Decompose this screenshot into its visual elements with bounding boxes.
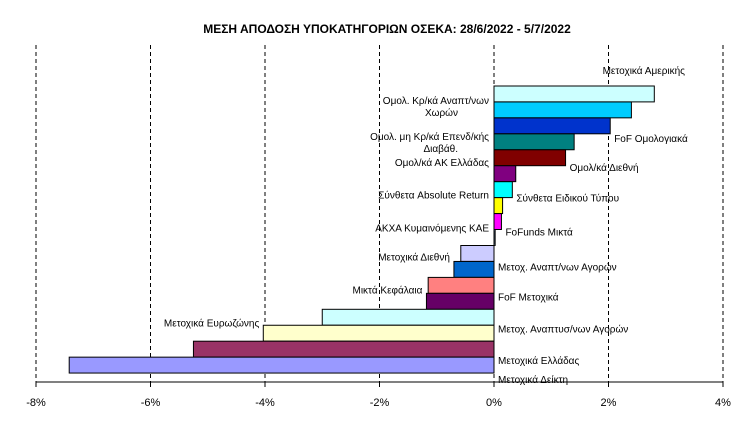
category-label: Μετοχ. Αναπτυσ/νων Αγορών [498,323,628,335]
bar [262,324,495,342]
bar [493,213,502,231]
category-label: Σύνθετα Ειδικού Τύπου [516,193,619,205]
bars [68,85,655,374]
category-label: FoF Μετοχικά [498,291,559,303]
x-tick-label: 0% [486,397,502,409]
bar [68,356,495,374]
category-label: FoFunds Μικτά [505,227,573,239]
x-tick-label: -4% [255,397,275,409]
category-labels: Μετοχικά Αμερικής Ομολ. Κρ/κά Αναπτ/νων Χω… [164,65,688,386]
bar [453,260,495,278]
category-label: Μετοχικά Δείκτη [498,374,568,386]
bar [425,292,495,310]
category-label: Ομολ. Κρ/κά Αναπτ/νων Χωρών [383,95,489,119]
bar [493,133,575,151]
bar [493,85,655,103]
category-label: Μετοχικά Ευρωζώνης [164,317,260,329]
bar [493,117,611,135]
x-tick-label: -8% [26,397,46,409]
category-label: Μετοχ. Αναπτ/νων Αγορών [498,262,617,274]
bar [493,149,567,167]
x-tick-label: 2% [601,397,617,409]
bar [321,308,495,326]
chart-title: ΜΕΣΗ ΑΠΟΔΟΣΗ ΥΠΟΚΑΤΗΓΟΡΙΩΝ ΟΣΕΚΑ: 28/6/2… [203,22,571,36]
bar [493,101,632,119]
bar [493,165,517,183]
x-tick-label: 4% [715,397,731,409]
category-label: Ομολ/κά Διεθνή [570,162,639,174]
bar [493,181,513,199]
category-label: FoF Ομολογιακά [614,133,688,145]
category-label: Ομολ. μη Κρ/κά Επενδ/κής Διαβάθ. [370,131,489,155]
bar [427,276,495,294]
category-label: Ομολ/κά ΑΚ Ελλάδας [395,157,489,169]
x-tick-label: -2% [370,397,390,409]
bar [192,340,495,358]
category-label: Μετοχικά Ελλάδας [498,355,579,367]
bar [493,197,504,215]
x-tick-label: -6% [141,397,161,409]
category-label: Μικτά Κεφάλαια [352,284,422,296]
category-label: ΑΚΧΑ Κυμαινόμενης ΚΑΕ [375,223,489,235]
category-label: Μετοχικά Διεθνή [378,251,450,263]
x-axis: -8% -6% -4% -2% 0% 2% 4% [26,45,731,409]
category-label: Σύνθετα Absolute Return [378,190,489,202]
bar [460,245,495,262]
category-label: Μετοχικά Αμερικής [603,65,686,77]
